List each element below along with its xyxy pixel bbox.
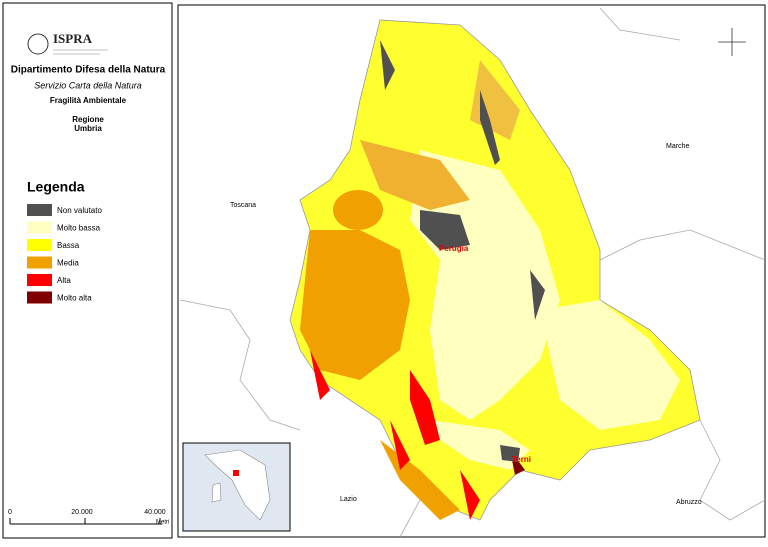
inset-sardinia	[211, 482, 222, 503]
legend-swatch	[27, 291, 52, 304]
legend-title: Legenda	[27, 179, 85, 195]
legend-swatch	[27, 204, 52, 216]
place-label: Abruzzo	[676, 499, 702, 506]
legend-swatch	[27, 274, 52, 286]
scale-label: 0	[8, 509, 12, 516]
legend: Non valutato Molto bassa Bassa Media Alta Mol…	[27, 204, 102, 304]
umbria-map	[289, 19, 701, 521]
place-label: Perugia	[439, 244, 469, 253]
region: Umbria	[74, 124, 102, 133]
legend-swatch	[27, 239, 52, 251]
place-label: Marche	[666, 143, 689, 150]
legend-swatch	[27, 256, 52, 269]
compass	[718, 28, 746, 56]
legend-label: Media	[57, 259, 79, 268]
scale-unit: Metri	[156, 520, 169, 526]
emblem	[27, 33, 49, 55]
scale-label: 40.000	[144, 509, 166, 516]
neighbour-borders	[179, 7, 766, 538]
legend-label: Molto bassa	[57, 224, 101, 233]
legend-swatch	[27, 221, 52, 234]
inset-umbria	[233, 470, 239, 476]
map-title: Fragilità Ambientale	[50, 96, 127, 105]
logo-text: ISPRA	[53, 31, 93, 46]
region-label: Regione	[72, 115, 104, 124]
info-panel	[2, 2, 173, 539]
place-label: Lazio	[340, 496, 357, 503]
legend-label: Molto alta	[57, 294, 92, 303]
inset-italy	[204, 449, 271, 521]
place-label: Terni	[512, 455, 531, 464]
scale-label: 20.000	[71, 509, 93, 516]
place-label: Toscana	[230, 202, 256, 209]
legend-label: Alta	[57, 276, 71, 285]
legend-label: Non valutato	[57, 206, 102, 215]
service: Servizio Carta della Natura	[34, 80, 142, 90]
legend-label: Bassa	[57, 241, 80, 250]
department: Dipartimento Difesa della Natura	[11, 65, 166, 76]
